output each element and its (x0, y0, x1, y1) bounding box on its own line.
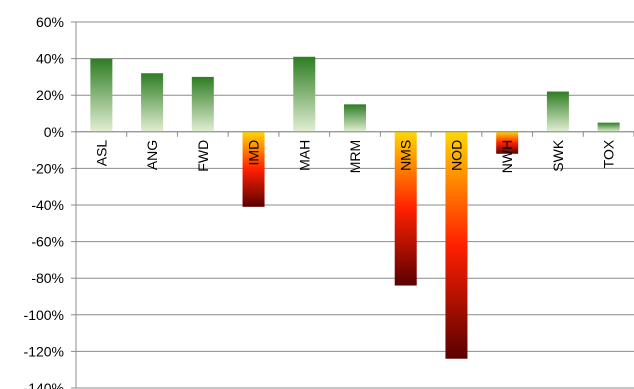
category-label-mah: MAH (296, 140, 312, 171)
y-tick-label: -20% (31, 160, 64, 176)
y-tick-label: -60% (31, 234, 64, 250)
gridlines (71, 21, 634, 389)
category-label-nwh: NWH (499, 140, 515, 173)
bars (90, 56, 620, 359)
y-tick-label: 0% (44, 124, 64, 140)
y-tick-label: 40% (36, 51, 64, 67)
y-tick-label: -40% (31, 197, 64, 213)
y-tick-label: -80% (31, 270, 64, 286)
y-tick-label: 20% (36, 87, 64, 103)
bar-asl (90, 58, 113, 132)
bar-nod (445, 131, 468, 359)
bar-ang (141, 73, 164, 132)
bar-imd (242, 131, 265, 207)
category-label-nod: NOD (448, 140, 464, 171)
category-label-swk: SWK (550, 139, 566, 172)
bar-fwd (191, 76, 214, 132)
bar-tox (597, 122, 620, 132)
y-tick-label: -120% (24, 343, 64, 359)
y-axis-tick-labels: 60% 40% 20% 0% -20% -40% -60% -80% -100% -120% -14… (24, 14, 64, 389)
category-label-tox: TOX (601, 139, 617, 168)
bar-nms (394, 131, 417, 286)
bar-mrm (344, 104, 366, 132)
category-label-nms: NMS (398, 140, 414, 171)
category-label-mrm: MRM (347, 140, 363, 173)
y-tick-label: -100% (24, 307, 64, 323)
y-tick-label: -140% (24, 380, 64, 389)
category-label-asl: ASL (93, 140, 109, 167)
category-label-imd: IMD (246, 140, 262, 166)
y-tick-label: 60% (36, 14, 64, 30)
category-labels: ASL ANG FWD IMD MAH MRM NMS NOD NWH SWK TOX (93, 139, 616, 173)
bar-swk (546, 91, 569, 132)
category-label-fwd: FWD (195, 140, 211, 172)
bar-nwh (496, 131, 519, 154)
category-label-ang: ANG (144, 140, 160, 170)
axes (75, 22, 634, 388)
bar-mah (293, 56, 316, 132)
